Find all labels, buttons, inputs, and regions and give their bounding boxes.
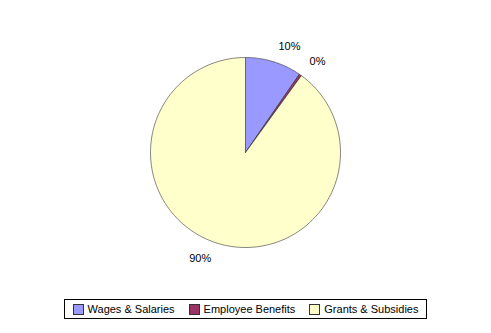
svg-text:90%: 90% (189, 252, 211, 264)
html-text:Grants & Subsidies: Grants & Subsidies (324, 303, 419, 315)
html-text:Wages & Salaries: Wages & Salaries (87, 303, 175, 315)
html-text:Employee Benefits: Employee Benefits (203, 303, 296, 315)
svg-text:0%: 0% (310, 55, 326, 67)
svg-text:10%: 10% (278, 40, 300, 52)
